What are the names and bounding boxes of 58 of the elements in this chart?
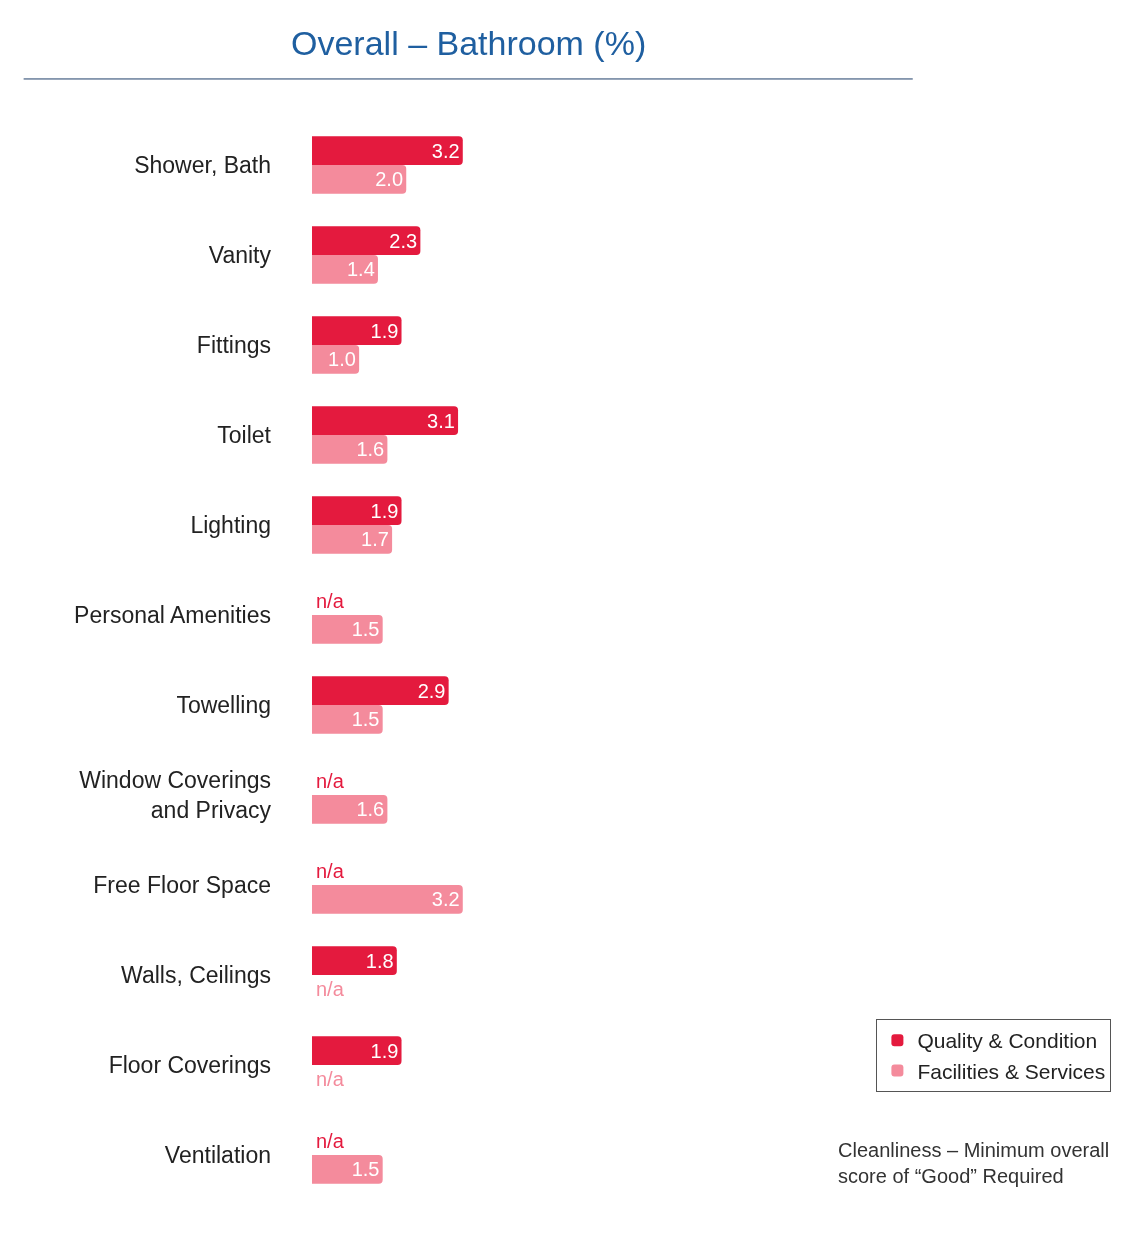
data-label: 1.6	[356, 798, 385, 821]
text: n/a	[316, 978, 344, 1000]
y-tick-label: Fittings	[196, 332, 271, 359]
bar	[312, 226, 421, 255]
data-label: 2.0	[375, 168, 404, 191]
data-label: 1.9	[370, 499, 399, 522]
data-label: 1.5	[351, 618, 380, 641]
bar	[312, 946, 397, 975]
data-label: 1.7	[361, 528, 389, 551]
bar	[312, 255, 378, 284]
legend-label: Facilities & Services	[917, 1059, 1106, 1083]
data-label: 3.2	[431, 888, 460, 911]
bar	[312, 165, 407, 194]
y-tick-label: Walls, Ceilings	[121, 962, 271, 989]
y-tick-label: Lighting	[190, 512, 271, 539]
bar	[312, 885, 463, 914]
y-tick-label: Ventilation	[164, 1142, 271, 1169]
y-tick-label: Shower, Bath	[134, 152, 271, 179]
bar	[312, 525, 393, 554]
data-label: 1.9	[370, 1039, 399, 1062]
bar	[312, 345, 360, 374]
bar	[312, 406, 459, 435]
y-tick-label: Window Coverings and Privacy	[79, 767, 272, 823]
bar	[312, 705, 383, 734]
chart-title: Overall – Bathroom (%)	[291, 23, 647, 62]
y-tick-label: Vanity	[208, 242, 272, 269]
text: n/a	[316, 1130, 344, 1152]
text: n/a	[316, 590, 344, 612]
data-label: 1.5	[351, 1158, 380, 1181]
data-label: 3.2	[431, 139, 460, 162]
bar	[312, 1155, 383, 1184]
data-label: 1.5	[351, 708, 380, 731]
data-label: 2.9	[417, 679, 446, 702]
data-label: 1.9	[370, 319, 399, 342]
y-tick-label: Towelling	[176, 692, 271, 719]
bar	[312, 615, 383, 644]
legend-label: Quality & Condition	[917, 1029, 1098, 1053]
bar	[312, 795, 388, 824]
bar	[312, 676, 449, 705]
y-tick-label: Toilet	[217, 422, 272, 449]
y-tick-label: Floor Coverings	[108, 1052, 271, 1079]
data-label: 1.0	[328, 348, 356, 371]
bar	[312, 435, 388, 464]
data-label: 1.8	[365, 949, 394, 972]
text: n/a	[316, 1068, 344, 1090]
y-tick-label: Free Floor Space	[93, 872, 271, 899]
bar	[312, 316, 402, 345]
bar	[312, 136, 463, 165]
text: n/a	[316, 770, 344, 792]
data-label: 1.6	[356, 438, 385, 461]
data-label: 1.4	[346, 258, 375, 281]
bar	[312, 496, 402, 525]
text: n/a	[316, 860, 344, 882]
bar	[312, 1036, 402, 1065]
y-tick-label: Personal Amenities	[74, 602, 271, 629]
annotation: Cleanliness – Minimum overall score of “Good” Required	[838, 1139, 1110, 1187]
data-label: 3.1	[427, 409, 455, 432]
data-label: 2.3	[389, 229, 418, 252]
